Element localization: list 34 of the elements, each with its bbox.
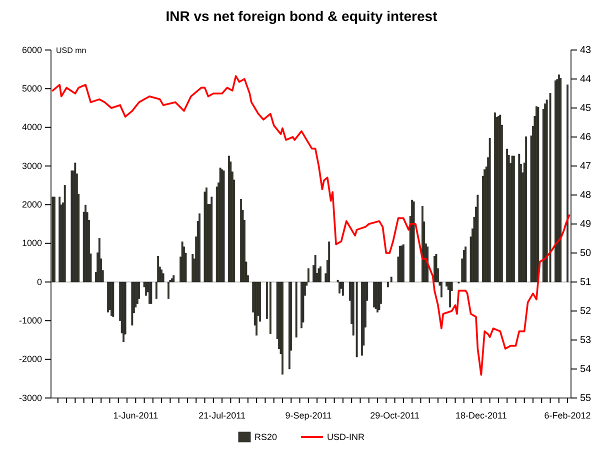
y-axis-title: USD mn bbox=[56, 46, 86, 55]
y2-tick-label: 45 bbox=[580, 103, 592, 114]
x-tick-label: 21-Jul-2011 bbox=[198, 410, 246, 421]
y2-tick-label: 44 bbox=[580, 74, 592, 86]
y-tick-label: 5000 bbox=[22, 84, 42, 94]
y2-tick-label: 52 bbox=[580, 306, 592, 318]
x-tick-label: 9-Sep-2011 bbox=[285, 410, 332, 421]
chart-title: INR vs net foreign bond & equity interest bbox=[166, 8, 438, 24]
x-tick-label: 18-Dec-2011 bbox=[455, 410, 507, 421]
y2-tick-label: 48 bbox=[580, 190, 592, 202]
y2-tick-label: 55 bbox=[580, 393, 592, 404]
y2-tick-label: 53 bbox=[580, 335, 592, 346]
y-tick-label: 4000 bbox=[22, 122, 42, 132]
y-tick-label: 1000 bbox=[22, 238, 42, 248]
y2-tick-label: 51 bbox=[580, 277, 592, 288]
line-series bbox=[52, 75, 570, 376]
y-tick-label: 2000 bbox=[22, 200, 42, 210]
x-tick-label: 1-Jun-2011 bbox=[113, 410, 158, 421]
y2-tick-label: 43 bbox=[580, 45, 592, 56]
y-tick-label: -3000 bbox=[18, 392, 42, 403]
y-tick-label: -2000 bbox=[18, 354, 42, 364]
y2-tick-label: 50 bbox=[580, 248, 592, 260]
x-tick-label: 6-Feb-2012 bbox=[544, 410, 591, 421]
y-tick-label: 6000 bbox=[22, 44, 42, 55]
y2-tick-label: 47 bbox=[580, 161, 592, 172]
legend-label: RS20 bbox=[254, 432, 278, 442]
legend-label: USD-INR bbox=[327, 432, 366, 442]
y2-tick-label: 49 bbox=[580, 219, 592, 230]
y2-tick-label: 46 bbox=[580, 132, 592, 144]
y-tick-label: 0 bbox=[36, 276, 42, 287]
y-tick-label: 3000 bbox=[22, 160, 42, 171]
y2-tick-label: 54 bbox=[580, 364, 592, 376]
y-tick-label: -1000 bbox=[18, 316, 42, 326]
x-tick-label: 29-Oct-2011 bbox=[370, 410, 420, 421]
